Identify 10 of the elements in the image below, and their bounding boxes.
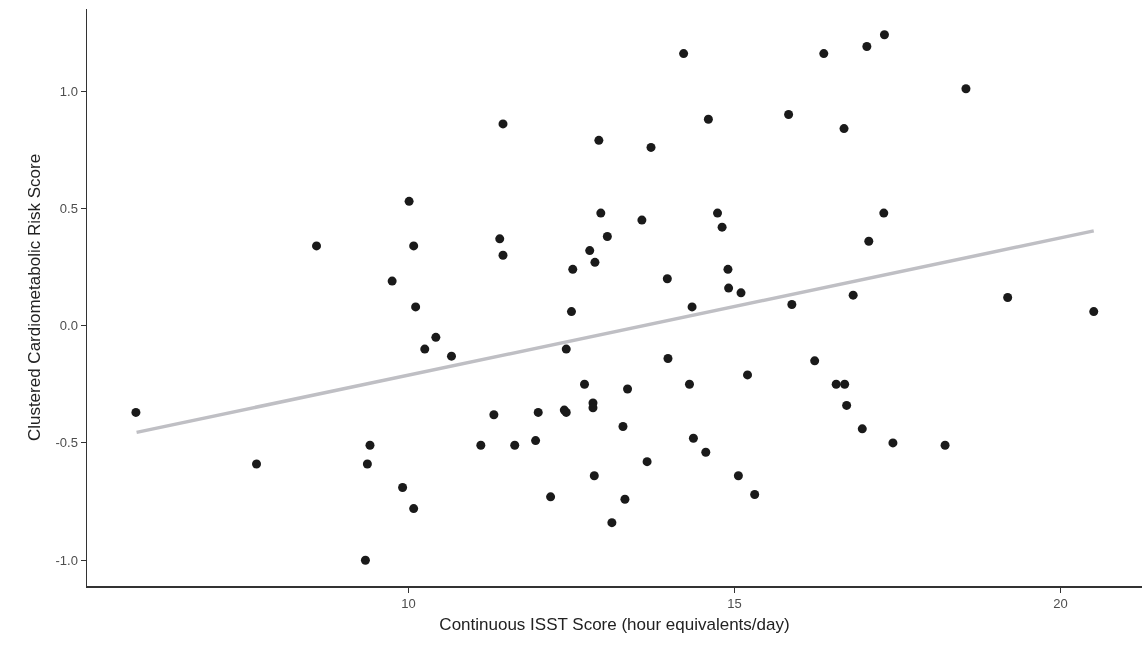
x-tick-label: 10 (401, 596, 416, 612)
y-tick-label: 0.0 (59, 318, 78, 334)
y-axis-title: Clustered Cardiometabolic Risk Score (25, 153, 45, 442)
x-tick-label: 15 (727, 596, 742, 612)
x-tick-label: 20 (1053, 596, 1068, 612)
x-axis-title: Continuous ISST Score (hour equivalents/day) (439, 615, 790, 635)
y-tick-label: -1.0 (55, 552, 78, 568)
y-tick-label: 0.5 (59, 200, 78, 216)
y-tick-label: -0.5 (55, 435, 78, 451)
y-tick-label: 1.0 (59, 83, 78, 99)
